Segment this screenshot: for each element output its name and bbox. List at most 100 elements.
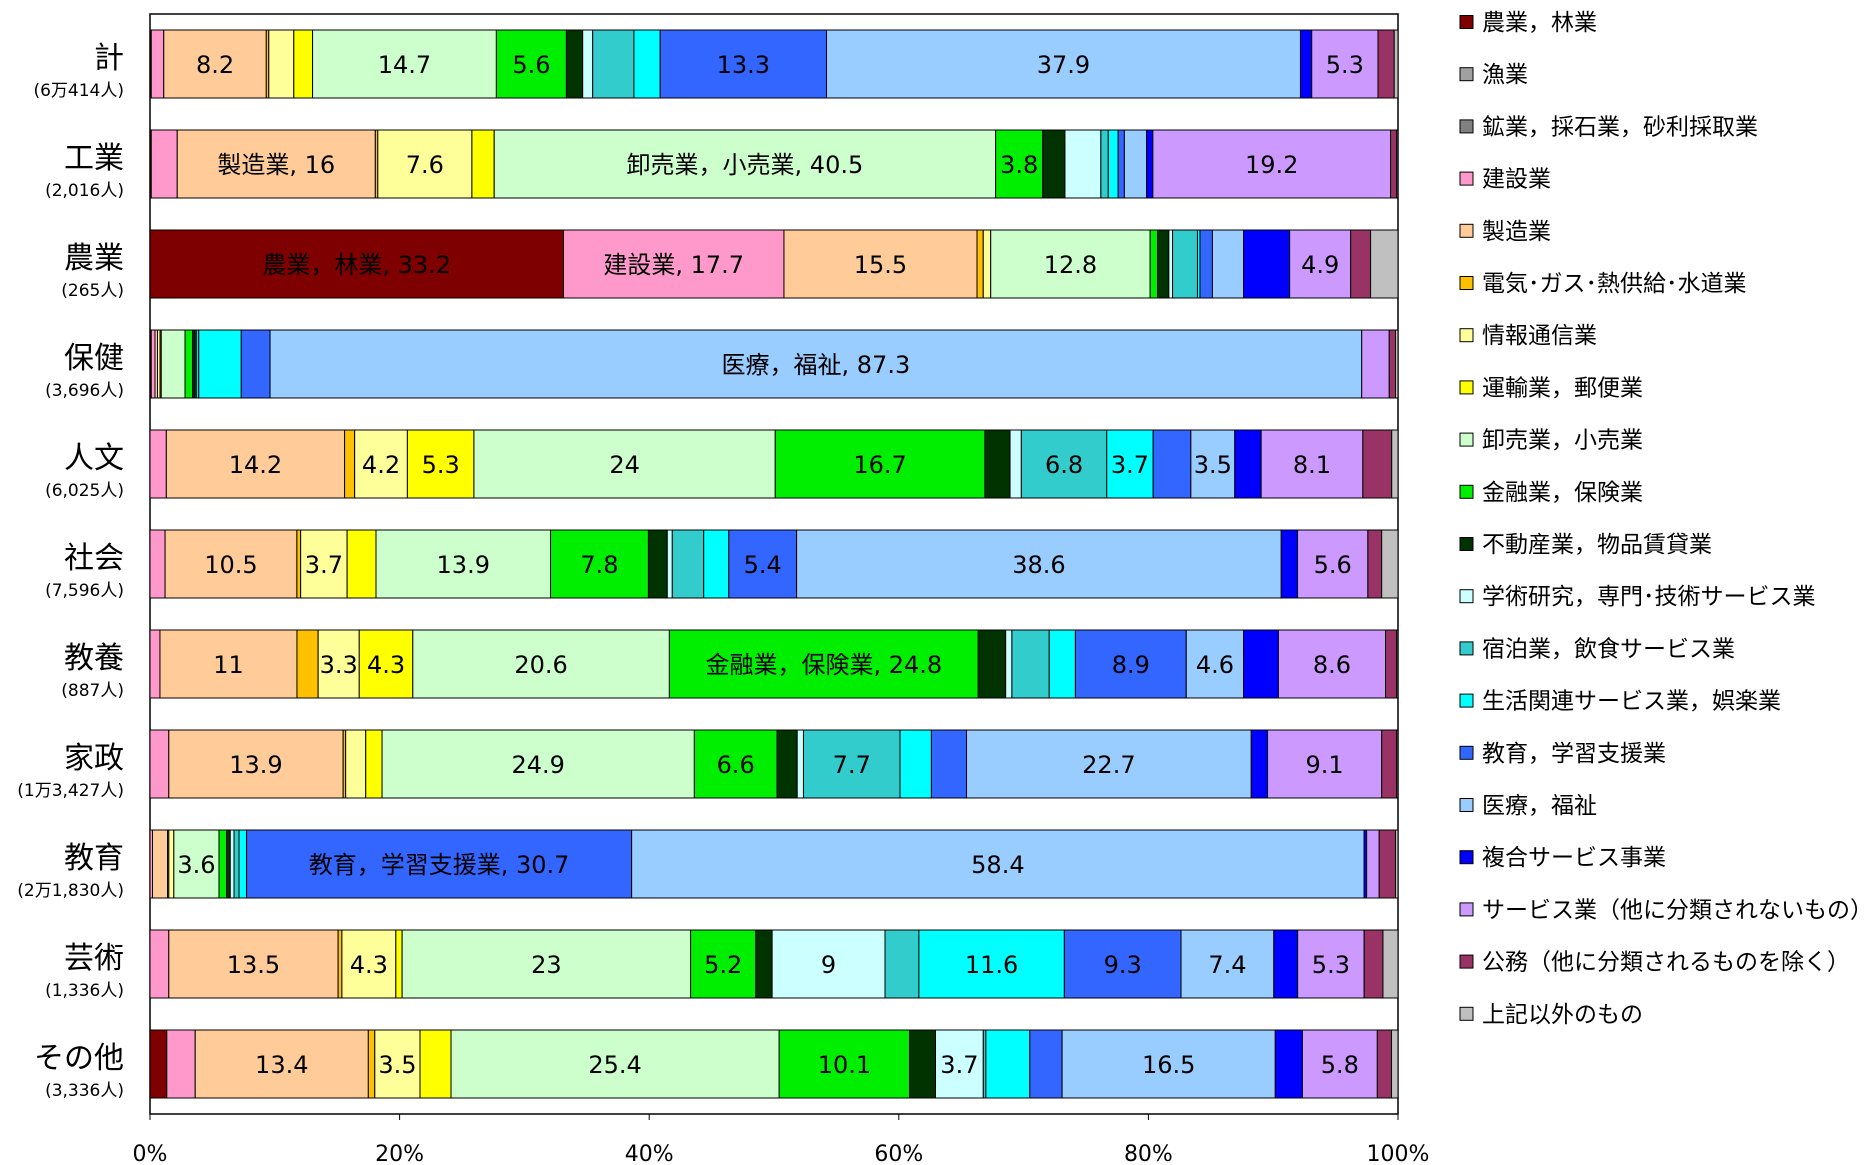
bar-segment: [493, 129, 997, 199]
legend-label: 金融業，保険業: [1482, 480, 1643, 506]
legend-label: 上記以外のもの: [1482, 1002, 1643, 1028]
data-label: 10.1: [818, 1051, 871, 1079]
bar-segment: [1190, 429, 1236, 499]
bar-segment: [690, 929, 757, 999]
y-axis: 計 (6万414人) 工業 (2,016人) 農業 (265人) 保健 (3,696人) 人文 (…: [17, 41, 124, 1101]
bar-segment: [755, 929, 773, 999]
data-label: 14.2: [229, 451, 282, 479]
legend-swatch: [1459, 954, 1474, 969]
bar-segment: [406, 429, 475, 499]
bar-segment: [1301, 1029, 1378, 1099]
legend-label: 電気･ガス･熱供給･水道業: [1482, 271, 1747, 297]
bar-segment: [1074, 629, 1187, 699]
bar-segment: [1152, 129, 1392, 199]
data-label: 4.3: [367, 651, 405, 679]
bar-segment: [1391, 429, 1399, 499]
data-label: 5.8: [1321, 1051, 1359, 1079]
bar-segment: [783, 229, 978, 299]
legend-swatch: [1459, 693, 1474, 708]
bar-segment: [381, 729, 695, 799]
bar-segment: [1029, 1029, 1063, 1099]
data-label: 24.9: [511, 751, 564, 779]
bar-segment: [1061, 1029, 1276, 1099]
category-label: 社会: [64, 541, 124, 576]
bar-segment: [1199, 229, 1213, 299]
data-label: 5.2: [704, 951, 742, 979]
bar-segment: [218, 829, 228, 899]
data-label: 10.5: [204, 551, 257, 579]
data-label: 5.4: [744, 551, 782, 579]
bar-segment: [159, 629, 298, 699]
legend: 農業，林業漁業鉱業，採石業，砂利採取業建設業製造業電気･ガス･熱供給･水道業情報…: [1459, 10, 1868, 1028]
data-label: 25.4: [588, 1051, 641, 1079]
bar-segment: [317, 629, 360, 699]
data-label: 5.6: [1314, 551, 1352, 579]
data-label: 5.3: [1326, 51, 1364, 79]
bar-segment: [1106, 429, 1154, 499]
legend-label: 製造業: [1482, 219, 1551, 245]
bar-segment: [367, 1029, 376, 1099]
x-tick-label: 20%: [375, 1142, 424, 1165]
bar-segment: [365, 729, 383, 799]
bar-segment: [150, 329, 156, 399]
legend-swatch: [1459, 641, 1474, 656]
data-label: 13.5: [227, 951, 280, 979]
legend-swatch: [1459, 1006, 1474, 1021]
bar-segment: [312, 29, 497, 99]
legend-label: 卸売業，小売業: [1482, 428, 1643, 454]
bar-segment: [1393, 29, 1399, 99]
data-label: 5.3: [1312, 951, 1350, 979]
bar-segment: [1172, 229, 1198, 299]
bar-segment: [778, 1029, 911, 1099]
legend-label: 公務（他に分類されるものを除く）: [1482, 950, 1850, 976]
bar-segment: [238, 829, 248, 899]
data-label: 8.2: [196, 51, 234, 79]
legend-label: 運輸業，郵便業: [1482, 375, 1643, 401]
data-label: 卸売業，小売業, 40.5: [627, 151, 864, 179]
bar-segment: [149, 629, 161, 699]
bar-segment: [982, 229, 992, 299]
bar-segment: [233, 829, 240, 899]
data-label: 13.9: [229, 751, 282, 779]
legend-swatch: [1459, 798, 1474, 812]
bar-segment: [149, 529, 166, 599]
data-label: 6.8: [1045, 451, 1083, 479]
category-count: (6,025人): [45, 481, 124, 501]
bar-segment: [1250, 729, 1269, 799]
bar-segment: [269, 329, 1363, 399]
data-label: 13.3: [717, 51, 770, 79]
bar-segment: [550, 529, 649, 599]
bar-segment: [1117, 129, 1125, 199]
data-label: 38.6: [1012, 551, 1065, 579]
bar-segment: [395, 929, 403, 999]
legend-swatch: [1459, 902, 1474, 917]
bar-segment: [194, 1029, 369, 1099]
bar-segment: [374, 1029, 421, 1099]
data-label: 3.3: [320, 651, 358, 679]
bar-segment: [1042, 129, 1066, 199]
x-axis: 0% 20% 40% 60% 80% 100%: [133, 1114, 1429, 1165]
legend-label: 不動産業，物品賃貸業: [1482, 532, 1712, 558]
bar-segment: [582, 29, 594, 99]
bar-segment: [1277, 629, 1387, 699]
bar-segment: [659, 29, 828, 99]
data-label: 8.1: [1293, 451, 1331, 479]
bar-segment: [1366, 829, 1380, 899]
bar-segment: [1260, 429, 1364, 499]
data-label: 19.2: [1245, 151, 1298, 179]
bar-segment: [1376, 1029, 1393, 1099]
bar-segment: [1180, 929, 1275, 999]
bar-segment: [1385, 629, 1398, 699]
bar-segment: [977, 629, 1007, 699]
bar-segment: [471, 129, 495, 199]
legend-label: 建設業: [1482, 167, 1551, 193]
data-label: 15.5: [854, 251, 907, 279]
bar-segment: [1211, 229, 1245, 299]
data-label: 3.5: [1194, 451, 1232, 479]
bar-segment: [345, 729, 367, 799]
bar-segment: [703, 529, 730, 599]
data-label: 3.6: [177, 851, 215, 879]
bar-segment: [1064, 129, 1102, 199]
category-count: (7,596人): [45, 581, 124, 601]
